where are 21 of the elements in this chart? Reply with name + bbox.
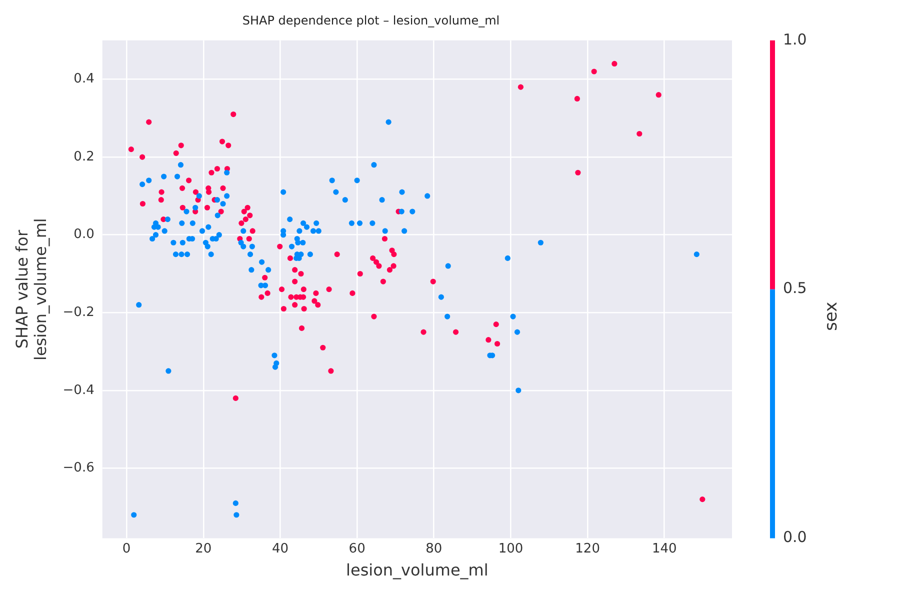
color-bar-label: 0.0 <box>783 528 807 546</box>
color-bar-label: 0.5 <box>783 279 807 298</box>
chart-title: SHAP dependence plot – lesion_volume_ml <box>242 13 500 28</box>
x-axis-title: lesion_volume_ml <box>346 560 488 580</box>
x-tick-label: 40 <box>272 541 289 556</box>
x-tick-label: 100 <box>498 541 524 556</box>
x-tick-label: 120 <box>575 541 600 556</box>
y-tick-label: 0.4 <box>74 72 94 87</box>
x-tick-label: 0 <box>122 541 131 556</box>
color-bar-label: 1.0 <box>783 30 807 48</box>
y-tick-label: 0.2 <box>74 149 94 164</box>
y-tick-label: −0.6 <box>62 460 94 476</box>
x-tick-label: 20 <box>195 541 212 556</box>
y-tick-label: 0.0 <box>74 227 94 242</box>
color-bar-title: sex <box>821 302 842 331</box>
x-tick-label: 80 <box>426 541 442 556</box>
y-tick-label: −0.2 <box>62 305 94 320</box>
y-axis-title: SHAP value for lesion_volume_ml <box>12 218 50 360</box>
x-tick-label: 60 <box>348 541 366 556</box>
x-tick-label: 140 <box>652 541 677 556</box>
y-tick-label: −0.4 <box>62 382 94 398</box>
